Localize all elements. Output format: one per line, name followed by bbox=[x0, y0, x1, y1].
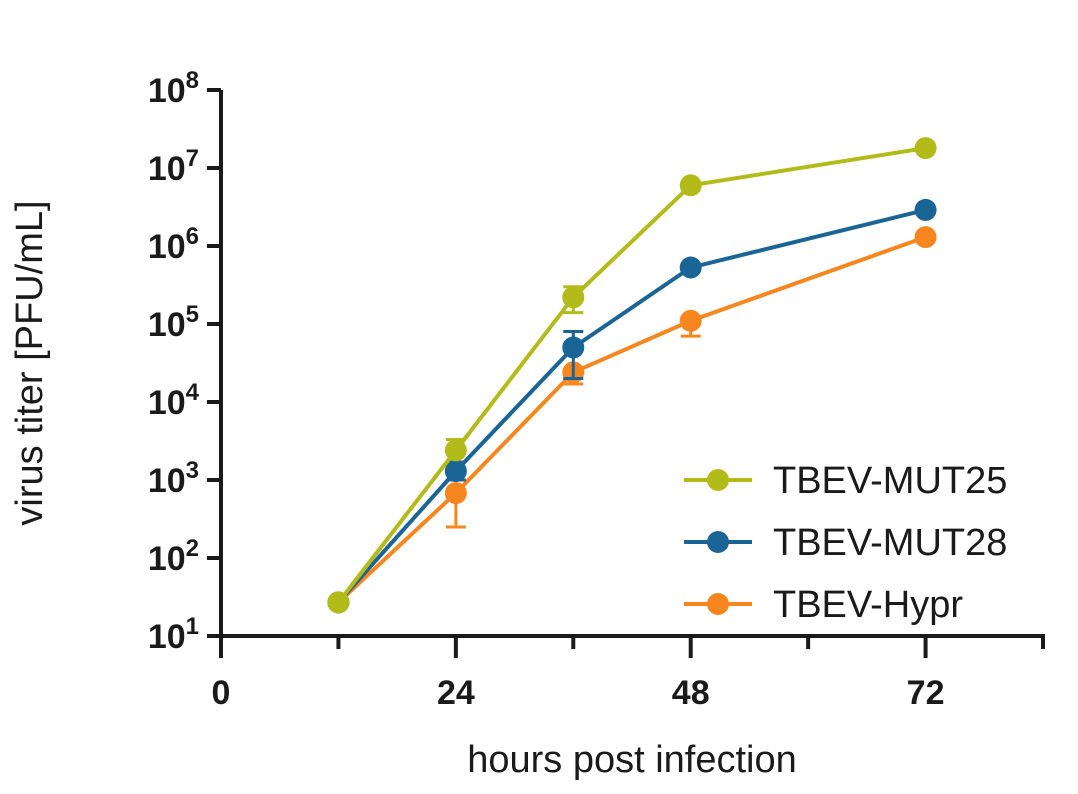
data-point-tbev-mut25 bbox=[562, 286, 585, 309]
legend: TBEV-MUT25 TBEV-MUT28 TBEV-Hypr bbox=[684, 460, 1007, 626]
data-point-tbev-mut25 bbox=[679, 174, 702, 197]
data-point-tbev-mut28 bbox=[679, 256, 702, 279]
data-point-tbev-hypr bbox=[444, 482, 467, 505]
legend-marker-tbev-hypr bbox=[707, 593, 729, 615]
axes: 108 107 106 105 104 103 102 101 0 24 48 72 bbox=[148, 67, 1045, 712]
legend-item-tbev-mut25: TBEV-MUT25 bbox=[684, 460, 1007, 502]
legend-label-tbev-mut28: TBEV-MUT28 bbox=[773, 522, 1007, 564]
data-point-tbev-mut25 bbox=[327, 591, 350, 614]
legend-item-tbev-hypr: TBEV-Hypr bbox=[684, 584, 963, 626]
legend-label-tbev-mut25: TBEV-MUT25 bbox=[773, 460, 1007, 502]
y-tick-label-4: 104 bbox=[148, 379, 200, 422]
series-layer bbox=[327, 137, 937, 614]
y-tick-label-7: 107 bbox=[148, 145, 199, 188]
legend-marker-tbev-mut28 bbox=[707, 531, 729, 553]
data-point-tbev-mut28 bbox=[562, 336, 585, 359]
x-axis-title: hours post infection bbox=[467, 739, 797, 781]
y-tick-label-2: 102 bbox=[148, 535, 199, 578]
x-tick-label-72: 72 bbox=[907, 674, 945, 712]
data-point-tbev-mut25 bbox=[914, 137, 937, 160]
y-tick-label-1: 101 bbox=[148, 613, 199, 656]
y-tick-label-8: 108 bbox=[148, 67, 199, 110]
y-axis-title: virus titer [PFU/mL] bbox=[9, 200, 51, 525]
data-point-tbev-mut28 bbox=[914, 198, 937, 221]
x-tick-label-24: 24 bbox=[437, 674, 475, 712]
x-tick-label-0: 0 bbox=[212, 674, 231, 712]
y-tick-label-6: 106 bbox=[148, 223, 199, 266]
y-tick-label-5: 105 bbox=[148, 301, 199, 344]
data-point-tbev-mut25 bbox=[444, 439, 467, 462]
data-point-tbev-mut28 bbox=[444, 460, 467, 483]
legend-item-tbev-mut28: TBEV-MUT28 bbox=[684, 522, 1007, 564]
legend-label-tbev-hypr: TBEV-Hypr bbox=[773, 584, 963, 626]
y-tick-label-3: 103 bbox=[148, 457, 199, 500]
data-point-tbev-hypr bbox=[914, 226, 937, 249]
series-tbev-mut25 bbox=[327, 137, 937, 614]
x-tick-label-48: 48 bbox=[672, 674, 710, 712]
data-point-tbev-hypr bbox=[679, 309, 702, 332]
legend-marker-tbev-mut25 bbox=[707, 469, 729, 491]
